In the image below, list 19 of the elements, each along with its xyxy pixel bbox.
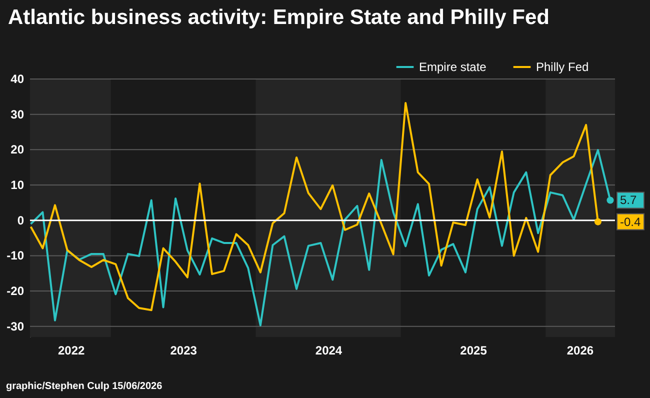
legend-label: Empire state: [419, 60, 487, 74]
text: graphic/Stephen Culp 15/06/2026: [6, 381, 162, 392]
data-label: -0.4: [620, 214, 642, 229]
x-tick-label: 2024: [315, 344, 342, 358]
data-label: 5.7: [620, 193, 638, 208]
x-tick-label: 2022: [58, 344, 86, 358]
y-tick-label: -30: [6, 319, 24, 334]
x-tick-label: 2026: [566, 344, 594, 358]
y-tick-label: 30: [10, 107, 24, 122]
y-tick-label: -20: [6, 284, 24, 298]
legend-label: Philly Fed: [536, 60, 589, 74]
y-tick-label: -10: [6, 248, 24, 263]
x-tick-label: 2025: [460, 344, 488, 358]
y-tick-label: 10: [10, 178, 24, 192]
y-tick-label: 40: [10, 72, 24, 86]
y-tick-label: 20: [10, 142, 24, 157]
chart-title: Atlantic business activity: Empire State and Philly Fed: [8, 6, 550, 30]
x-tick-label: 2023: [170, 344, 198, 358]
y-tick-label: 0: [17, 213, 24, 228]
